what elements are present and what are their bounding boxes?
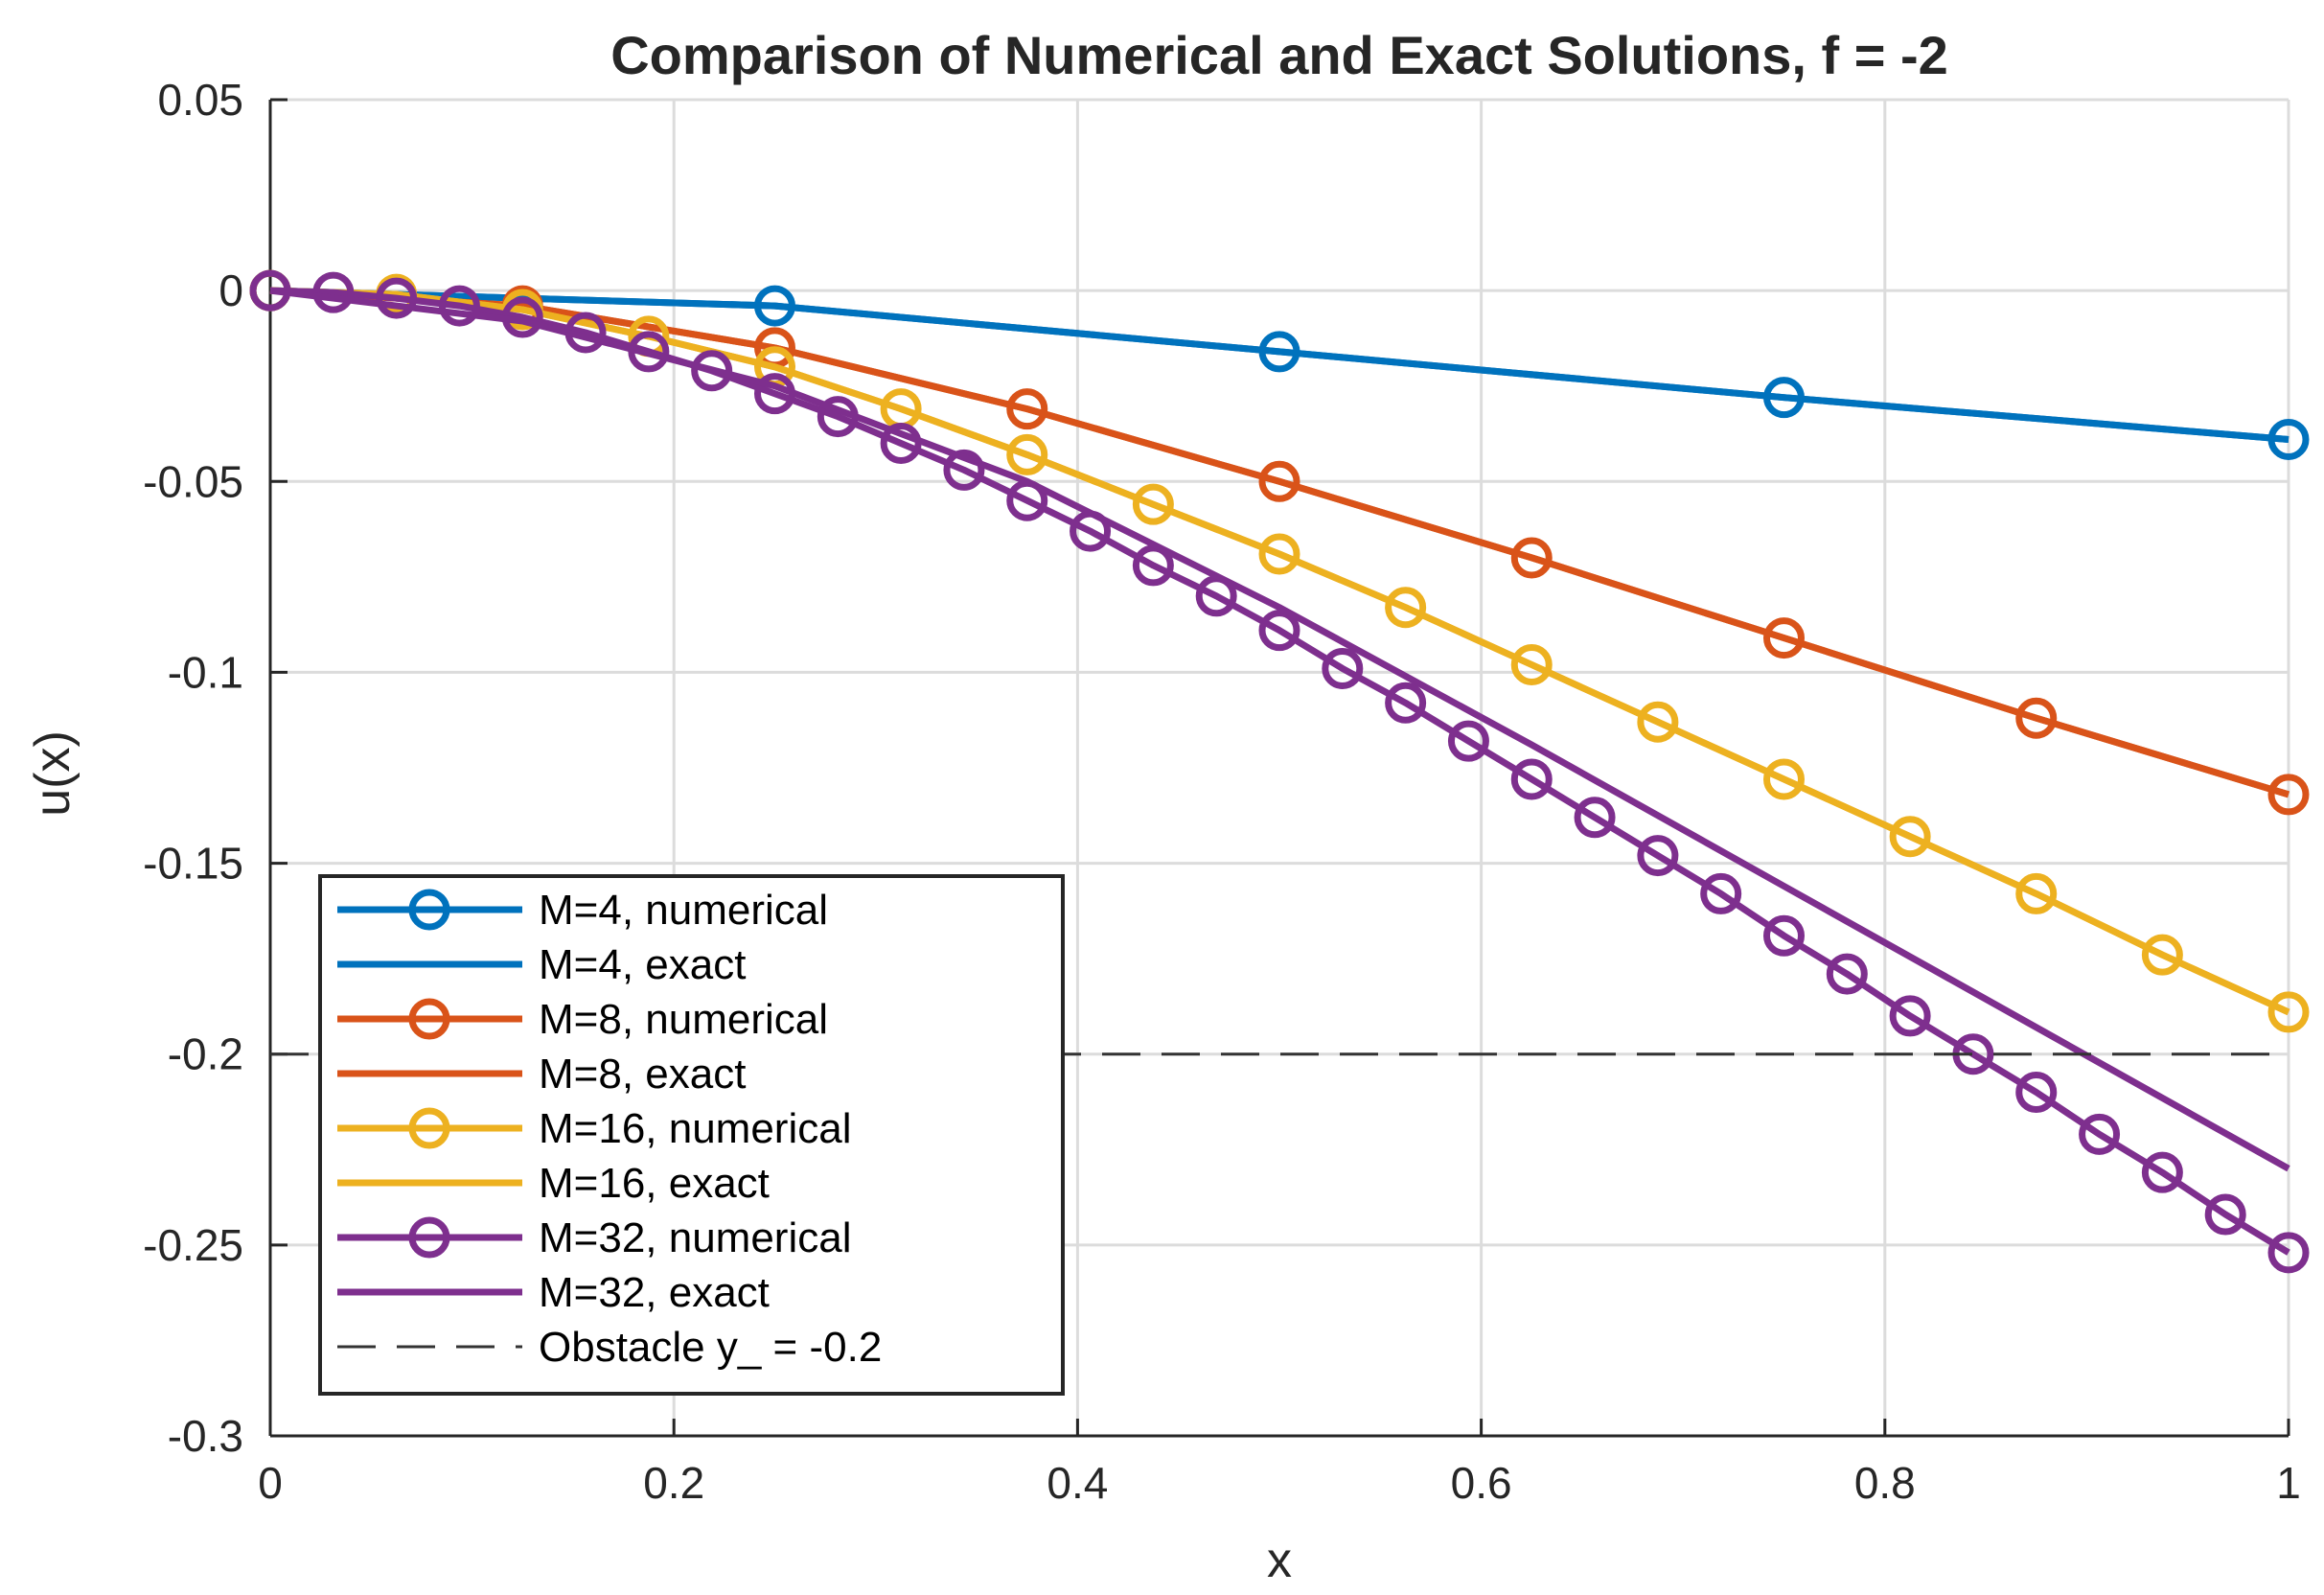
chart-title: Comparison of Numerical and Exact Soluti…: [610, 25, 1948, 85]
y-tick-label: -0.2: [168, 1029, 243, 1079]
legend-label: Obstacle y_ = -0.2: [539, 1324, 882, 1371]
x-tick-label: 0.2: [643, 1458, 704, 1508]
y-axis-label: u(x): [25, 730, 81, 817]
data-point-marker: [691, 350, 733, 392]
data-point-marker: [1258, 460, 1300, 502]
x-axis-label: x: [1267, 1533, 1292, 1588]
data-point-marker: [1510, 643, 1553, 685]
data-point-marker: [1889, 995, 1931, 1037]
series-line: [269, 287, 2290, 1172]
y-tick-label: -0.15: [143, 839, 243, 889]
x-tick-label: 0: [258, 1458, 283, 1508]
data-point-marker: [1637, 835, 1679, 877]
data-point-marker: [1700, 872, 1742, 914]
data-point-marker: [2079, 1113, 2121, 1155]
tick-labels: 0 0.2 0.4 0.6 0.8 1 0.05 0 -0.05 -0.1 -0.15 -0.2 -0.…: [143, 75, 2301, 1508]
data-point-marker: [1574, 797, 1616, 839]
data-point-marker: [376, 277, 418, 319]
data-point-marker: [1258, 533, 1300, 575]
legend-label: M=16, numerical: [539, 1105, 851, 1152]
data-point-marker: [2267, 991, 2310, 1033]
x-tick-label: 0.8: [1854, 1458, 1916, 1508]
data-point-marker: [1763, 617, 1805, 659]
legend-swatch-marker: [408, 998, 450, 1040]
y-tick-label: 0.05: [157, 75, 243, 125]
data-point-marker: [312, 271, 355, 313]
series-line: [269, 287, 2290, 1016]
series-line: [269, 287, 2289, 443]
data-point-marker: [1763, 914, 1805, 957]
data-point-marker: [1510, 537, 1553, 579]
data-point-marker: [2204, 1193, 2246, 1236]
data-point-marker: [1322, 647, 1364, 689]
legend-swatch-marker: [408, 889, 450, 931]
axes: [268, 98, 2290, 1438]
series-m-8-exact: [269, 287, 2290, 798]
data-point-marker: [1132, 483, 1174, 525]
data-point-marker: [1258, 610, 1300, 652]
series-m-32-exact: [269, 287, 2290, 1172]
data-point-marker: [1447, 720, 1489, 762]
legend-label: M=4, numerical: [539, 887, 828, 934]
plot-area: [249, 269, 2310, 1274]
legend-label: M=32, numerical: [539, 1214, 851, 1261]
data-point-marker: [2015, 1072, 2058, 1114]
series-m-32-numerical: [249, 269, 2310, 1274]
legend-label: M=16, exact: [539, 1160, 770, 1207]
series-m-4-exact: [269, 287, 2289, 443]
legend-label: M=4, exact: [539, 941, 746, 988]
data-point-marker: [1132, 544, 1174, 587]
x-tick-label: 0.6: [1451, 1458, 1512, 1508]
data-point-marker: [1385, 587, 1427, 629]
legend-swatch-marker: [408, 1216, 450, 1259]
data-point-marker: [943, 449, 985, 491]
legend-swatch-marker: [408, 1107, 450, 1149]
y-tick-label: 0: [219, 266, 243, 315]
data-point-marker: [1826, 953, 1868, 995]
data-point-marker: [2141, 934, 2183, 976]
data-point-marker: [1637, 701, 1679, 743]
data-point-marker: [1889, 816, 1931, 858]
data-point-marker: [1385, 682, 1427, 724]
data-point-marker: [2141, 1151, 2183, 1193]
data-point-marker: [1763, 758, 1805, 800]
data-point-marker: [2015, 872, 2058, 914]
series-m-16-exact: [269, 287, 2290, 1016]
data-point-marker: [2267, 1232, 2310, 1274]
x-tick-label: 0.4: [1047, 1458, 1108, 1508]
legend-label: M=8, exact: [539, 1051, 746, 1098]
data-point-marker: [1510, 758, 1553, 800]
y-tick-label: -0.25: [143, 1220, 243, 1270]
y-tick-label: -0.3: [168, 1411, 243, 1461]
legend: M=4, numerical M=4, exact M=8, numerical M=…: [318, 874, 1065, 1396]
legend-label: M=8, numerical: [539, 996, 828, 1043]
y-tick-label: -0.05: [143, 456, 243, 506]
series-line: [269, 287, 2290, 798]
x-tick-label: 1: [2276, 1458, 2301, 1508]
data-point-marker: [2015, 697, 2058, 739]
data-point-marker: [438, 285, 480, 327]
legend-label: M=32, exact: [539, 1269, 770, 1316]
series-line: [269, 287, 2290, 1256]
data-point-marker: [2267, 774, 2310, 816]
data-point-marker: [1006, 433, 1048, 475]
data-point-marker: [1006, 388, 1048, 430]
y-tick-label: -0.1: [168, 647, 243, 697]
